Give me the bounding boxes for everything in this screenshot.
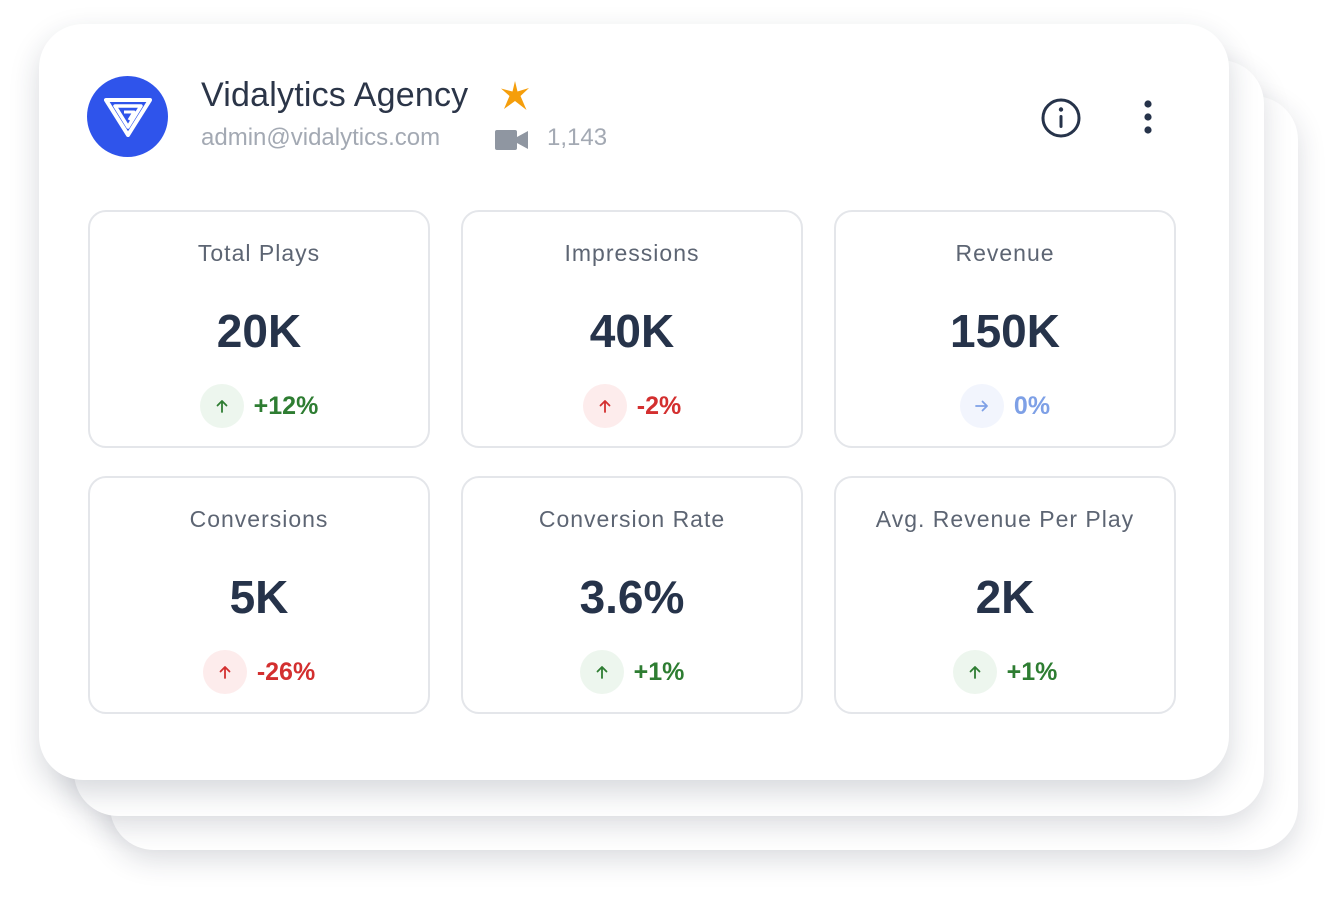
metric-card-impressions[interactable]: Impressions 40K -2% bbox=[461, 210, 803, 448]
metric-label: Impressions bbox=[564, 240, 700, 266]
metric-change-value: -2% bbox=[636, 391, 682, 420]
metric-label: Revenue bbox=[955, 240, 1055, 266]
arrow-up-icon bbox=[579, 650, 624, 694]
metric-value: 20K bbox=[216, 305, 302, 357]
metric-change-value: +1% bbox=[633, 657, 685, 686]
metric-change: 0% bbox=[836, 384, 1174, 428]
metric-card-conversions[interactable]: Conversions 5K -26% bbox=[88, 476, 430, 714]
metric-change: +1% bbox=[836, 650, 1174, 694]
arrow-up-icon bbox=[202, 650, 247, 694]
metric-change-value: -26% bbox=[256, 657, 316, 686]
account-email: admin@vidalytics.com bbox=[201, 124, 441, 151]
metric-change-value: +1% bbox=[1006, 657, 1058, 686]
metric-value: 40K bbox=[589, 305, 675, 357]
video-camera-icon bbox=[495, 130, 528, 150]
metric-value: 5K bbox=[229, 571, 289, 623]
metric-label: Conversion Rate bbox=[538, 506, 726, 532]
metric-card-conversion-rate[interactable]: Conversion Rate 3.6% +1% bbox=[461, 476, 803, 714]
metric-value: 150K bbox=[950, 305, 1060, 357]
account-card: Vidalytics Agency admin@vidalytics.com 1… bbox=[39, 24, 1229, 780]
metric-card-avg-revenue-per-play[interactable]: Avg. Revenue Per Play 2K +1% bbox=[834, 476, 1176, 714]
metric-change: -26% bbox=[90, 650, 428, 694]
metric-value: 3.6% bbox=[579, 571, 685, 623]
metric-value: 2K bbox=[975, 571, 1035, 623]
video-count: 1,143 bbox=[547, 124, 608, 151]
metric-card-total-plays[interactable]: Total Plays 20K +12% bbox=[88, 210, 430, 448]
metric-card-revenue[interactable]: Revenue 150K 0% bbox=[834, 210, 1176, 448]
arrow-right-icon bbox=[959, 384, 1004, 428]
arrow-up-icon bbox=[952, 650, 997, 694]
account-name: Vidalytics Agency bbox=[201, 76, 469, 114]
metric-change-value: 0% bbox=[1013, 391, 1051, 420]
metric-change: +12% bbox=[90, 384, 428, 428]
metric-label: Total Plays bbox=[197, 240, 321, 266]
metric-change-value: +12% bbox=[253, 391, 319, 420]
more-vertical-icon[interactable] bbox=[1133, 96, 1163, 140]
info-icon[interactable] bbox=[1039, 96, 1083, 140]
arrow-up-icon bbox=[199, 384, 244, 428]
metric-label: Avg. Revenue Per Play bbox=[875, 506, 1135, 532]
arrow-up-icon bbox=[582, 384, 627, 428]
metric-label: Conversions bbox=[189, 506, 329, 532]
metric-change: -2% bbox=[463, 384, 801, 428]
star-icon[interactable] bbox=[498, 79, 532, 113]
metric-change: +1% bbox=[463, 650, 801, 694]
vidalytics-logo-icon bbox=[87, 76, 168, 157]
